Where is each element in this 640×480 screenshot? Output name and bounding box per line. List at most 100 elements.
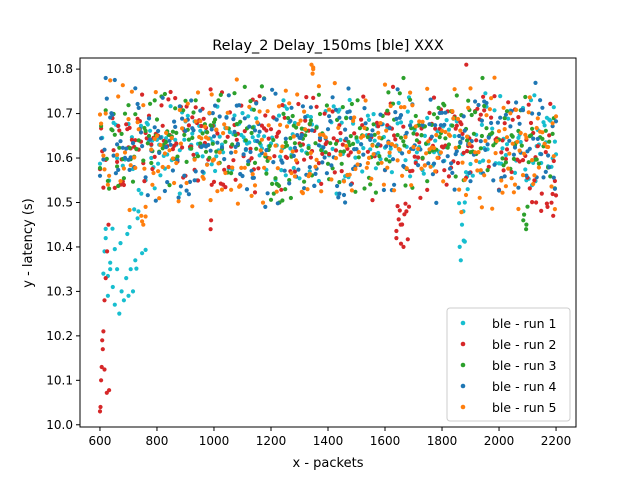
data-point-run-5 (157, 196, 162, 201)
data-point-run-2 (193, 105, 198, 110)
data-point-run-3 (141, 158, 146, 163)
data-point-run-3 (104, 156, 109, 161)
data-point-run-2 (370, 198, 375, 203)
data-point-run-4 (439, 110, 445, 115)
data-point-run-5 (118, 179, 123, 184)
data-point-run-1 (297, 176, 302, 181)
data-point-run-3 (116, 183, 121, 189)
data-point-run-5 (142, 166, 147, 171)
data-point-run-4 (226, 93, 231, 98)
data-point-run-5 (139, 213, 144, 218)
data-point-run-5 (234, 77, 239, 82)
data-point-run-4 (468, 179, 473, 184)
data-point-run-4 (291, 153, 296, 158)
data-point-run-1 (140, 251, 145, 256)
data-point-run-2 (268, 127, 274, 132)
data-point-run-2 (264, 128, 269, 133)
data-point-run-5 (338, 152, 343, 157)
data-point-run-5 (463, 192, 469, 198)
data-point-run-4 (400, 151, 405, 156)
data-point-run-3 (242, 84, 247, 89)
data-point-run-2 (392, 133, 397, 138)
data-point-run-2 (311, 95, 316, 100)
data-point-run-5 (473, 150, 478, 155)
data-point-run-1 (145, 122, 150, 127)
data-point-run-1 (457, 244, 462, 249)
data-point-run-2 (332, 170, 337, 175)
data-point-run-2 (528, 120, 534, 126)
data-point-run-4 (292, 145, 297, 150)
data-point-run-5 (362, 125, 367, 131)
data-point-run-4 (467, 170, 472, 176)
data-point-run-2 (103, 276, 108, 281)
data-point-run-4 (496, 188, 502, 193)
data-point-run-5 (361, 133, 366, 139)
data-point-run-5 (363, 98, 368, 103)
data-point-run-4 (348, 182, 353, 187)
data-point-run-4 (138, 130, 144, 135)
data-point-run-5 (215, 189, 220, 194)
data-point-run-4 (489, 120, 494, 126)
data-point-run-4 (381, 187, 386, 193)
data-point-run-3 (190, 135, 195, 140)
data-point-run-3 (119, 131, 124, 136)
data-point-run-4 (274, 117, 279, 122)
data-point-run-3 (511, 156, 516, 161)
data-point-run-5 (176, 199, 181, 204)
data-point-run-4 (514, 100, 519, 105)
data-point-run-5 (223, 170, 228, 176)
data-point-run-5 (416, 146, 421, 151)
data-point-run-4 (264, 148, 269, 153)
data-point-run-3 (174, 130, 179, 135)
data-point-run-5 (531, 181, 536, 187)
data-point-run-2 (296, 101, 301, 107)
data-point-run-1 (409, 119, 414, 124)
data-point-run-2 (211, 179, 217, 184)
legend-label: ble - run 5 (492, 400, 556, 415)
data-point-run-3 (273, 176, 278, 181)
data-point-run-2 (142, 179, 147, 184)
data-point-run-3 (450, 123, 455, 128)
data-point-run-4 (428, 97, 433, 102)
data-point-run-3 (268, 197, 274, 202)
data-point-run-5 (506, 166, 511, 171)
data-point-run-3 (337, 180, 342, 185)
data-point-run-1 (283, 173, 288, 178)
data-point-run-1 (405, 109, 410, 114)
data-point-run-5 (517, 148, 522, 153)
data-point-run-3 (530, 126, 535, 131)
data-point-run-1 (388, 146, 393, 151)
data-point-run-4 (187, 179, 193, 184)
y-tick-label: 10.0 (46, 418, 73, 432)
data-point-run-3 (162, 91, 167, 97)
data-point-run-3 (243, 138, 248, 143)
data-point-run-4 (343, 127, 348, 132)
data-point-run-3 (457, 144, 462, 150)
data-point-run-3 (288, 136, 293, 141)
data-point-run-4 (242, 116, 247, 121)
data-point-run-4 (517, 121, 522, 126)
data-point-run-4 (479, 118, 484, 123)
data-point-run-2 (433, 126, 438, 131)
data-point-run-4 (111, 153, 116, 158)
data-point-run-2 (98, 404, 103, 410)
data-point-run-3 (547, 139, 552, 144)
data-point-run-5 (305, 187, 310, 192)
data-point-run-1 (541, 120, 546, 125)
data-point-run-1 (103, 226, 108, 231)
data-point-run-3 (97, 166, 103, 171)
data-point-run-3 (154, 117, 160, 122)
data-point-run-5 (344, 143, 349, 149)
data-point-run-4 (478, 139, 483, 144)
data-point-run-4 (491, 178, 496, 183)
data-point-run-2 (461, 150, 466, 155)
data-point-run-2 (105, 249, 110, 254)
data-point-run-1 (214, 154, 219, 159)
data-point-run-2 (545, 204, 550, 209)
data-point-run-4 (189, 98, 194, 103)
data-point-run-4 (308, 105, 313, 110)
data-point-run-5 (492, 75, 497, 80)
data-point-run-2 (140, 92, 145, 97)
data-point-run-3 (385, 108, 390, 113)
